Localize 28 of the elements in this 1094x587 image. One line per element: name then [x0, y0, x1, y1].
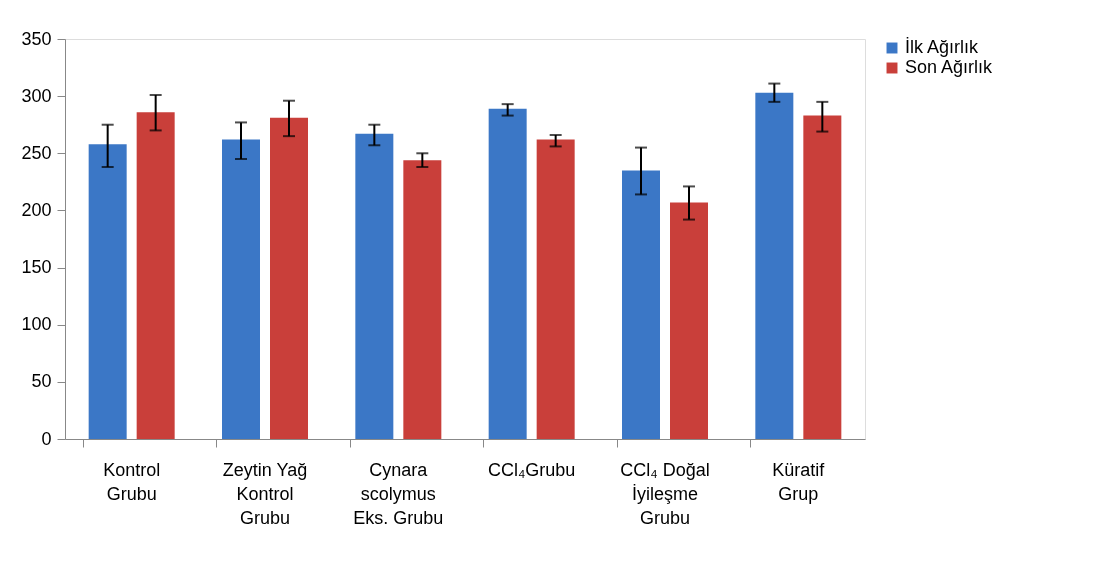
bar [622, 170, 660, 439]
bar [136, 112, 175, 439]
legend-label: İlk Ağırlık [905, 37, 980, 57]
bar [88, 144, 127, 439]
legend-label: Son Ağırlık [905, 57, 994, 77]
bar [270, 117, 308, 439]
x-tick-label: Küratif Grup [772, 459, 826, 504]
bar [755, 92, 794, 439]
bar [403, 160, 442, 439]
x-tick-label: CCl₄Grubu [487, 459, 576, 480]
bar [355, 133, 394, 439]
x-tick-label: Cynara scolymus Eks. Grubu [353, 459, 444, 528]
y-tick-label: 350 [21, 28, 52, 49]
y-tick-label: 50 [31, 371, 52, 392]
x-tick-label: Kontrol Grubu [103, 459, 161, 504]
x-tick-label: CCl₄ Doğal İyileşme Grubu [620, 459, 710, 528]
y-tick-label: 150 [21, 257, 52, 278]
y-tick-label: 300 [21, 85, 52, 106]
y-tick-label: 100 [21, 314, 52, 335]
bar [670, 202, 708, 439]
bar [803, 115, 842, 439]
x-tick-label: Zeytin Yağ Kontrol Grubu [222, 459, 308, 528]
y-tick-label: 0 [41, 428, 52, 449]
bar [488, 108, 527, 439]
y-tick-label: 250 [21, 142, 52, 163]
bar [536, 139, 575, 439]
y-tick-label: 200 [21, 199, 52, 220]
bar [222, 139, 260, 439]
